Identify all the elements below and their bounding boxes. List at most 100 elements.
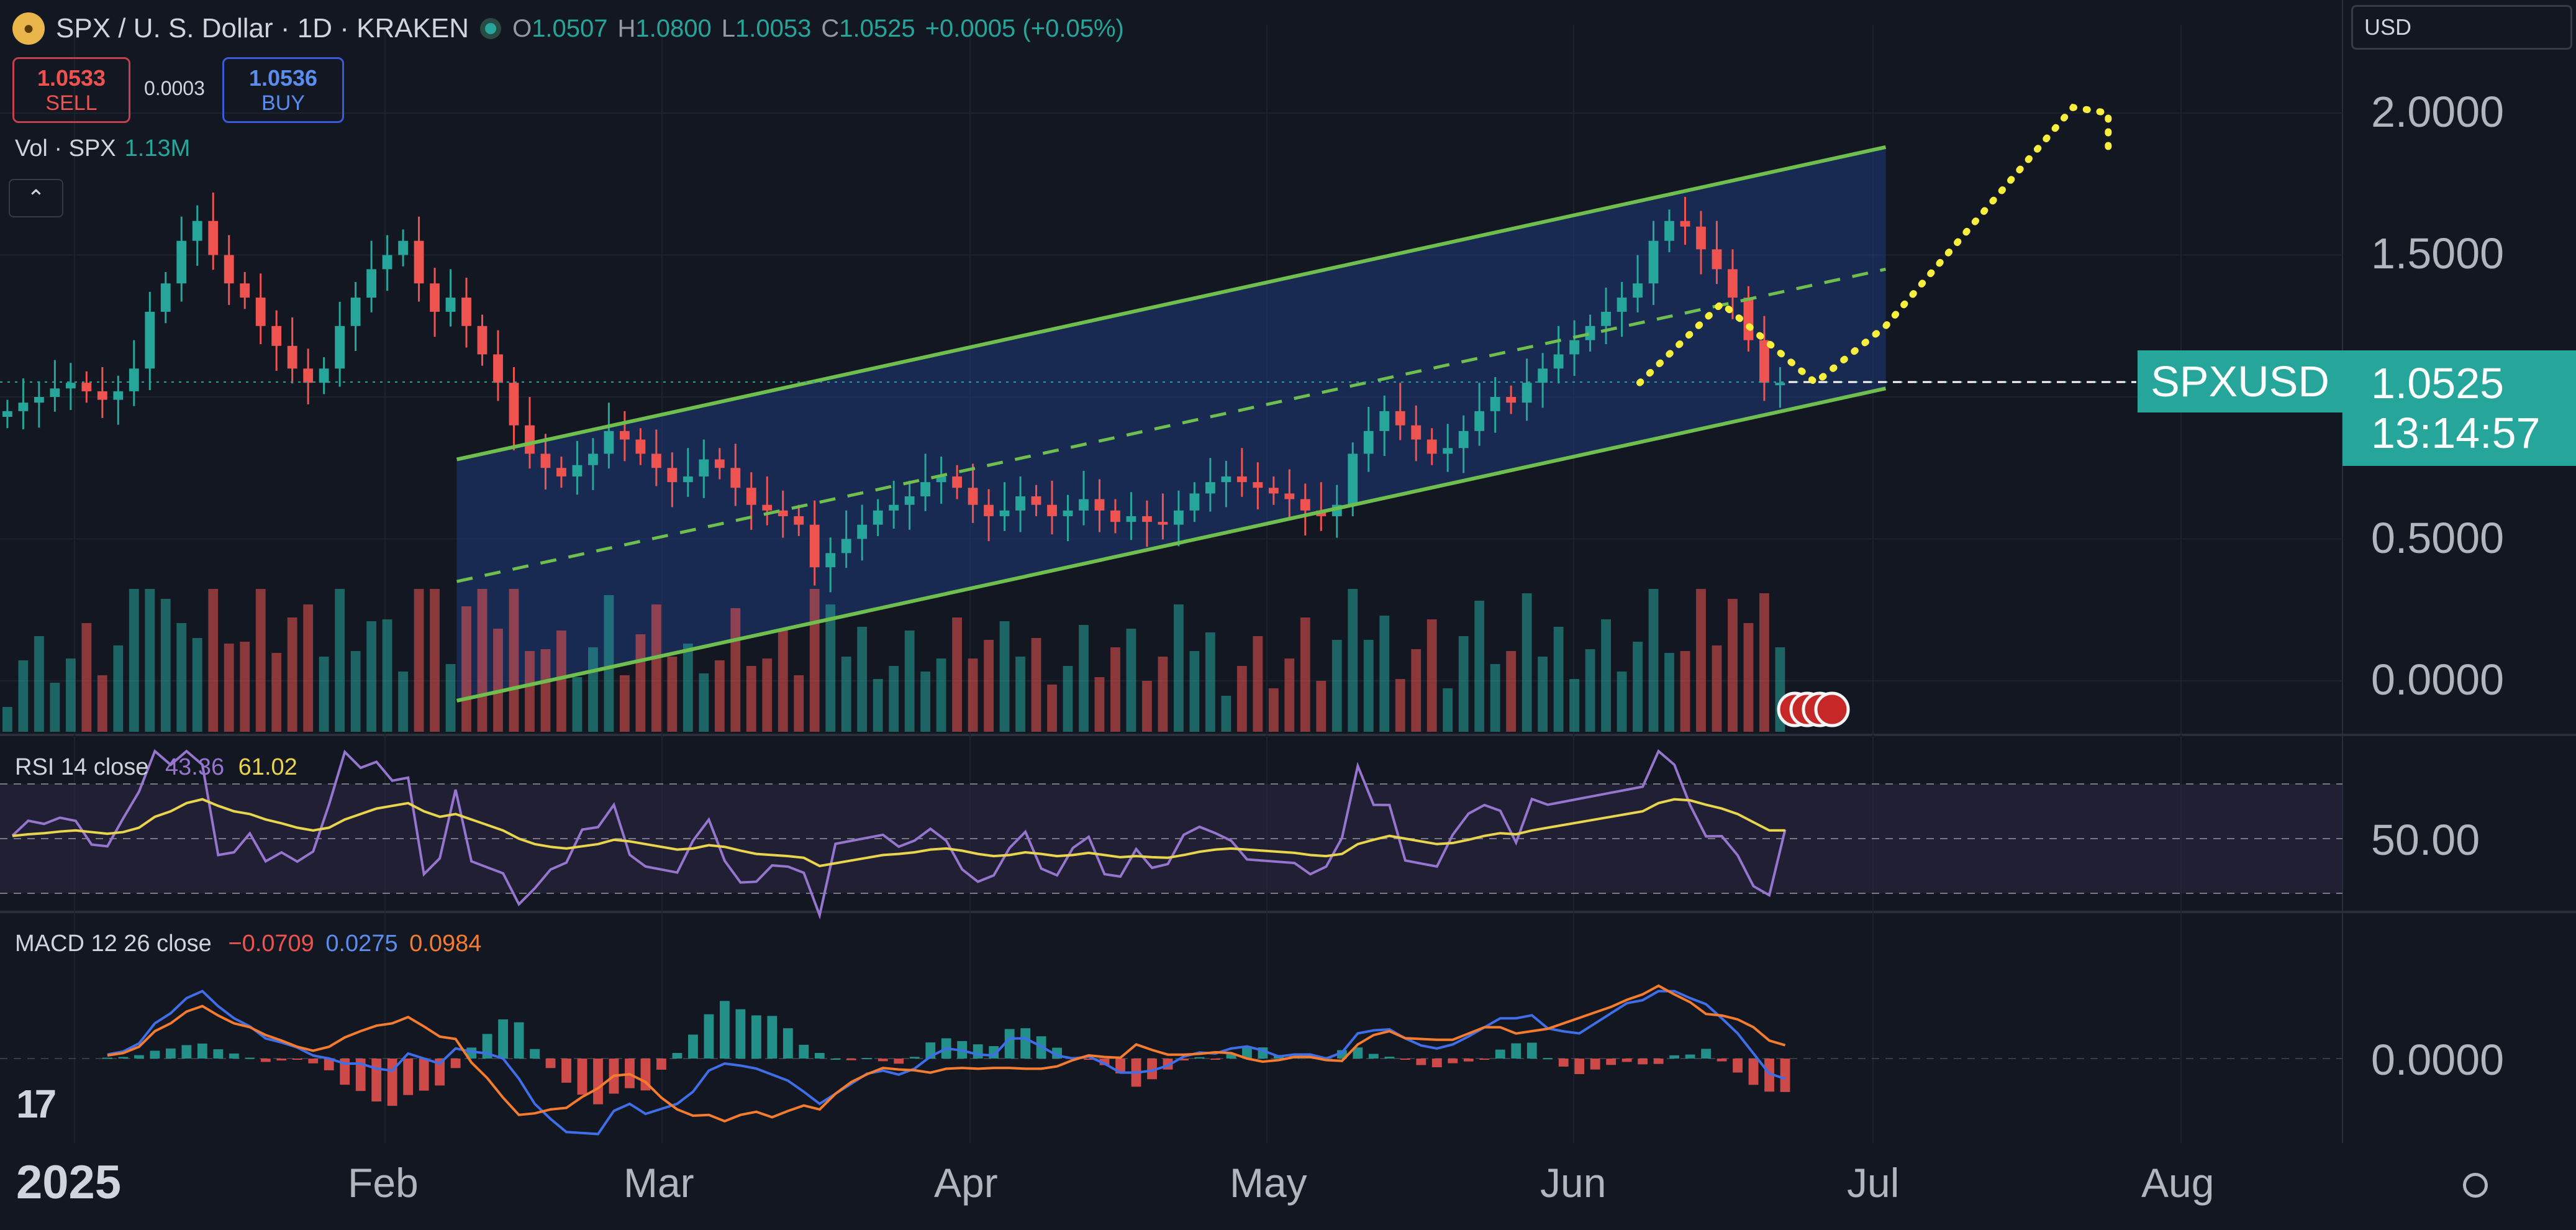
volume-bar: [1110, 647, 1120, 732]
volume-bar: [1458, 636, 1469, 732]
candle-body: [746, 488, 756, 505]
symbol-title[interactable]: SPX / U. S. Dollar · 1D · KRAKEN: [56, 13, 469, 43]
candle-body: [1712, 249, 1722, 270]
volume-bar: [1031, 638, 1041, 732]
macd-histogram-bar: [894, 1059, 904, 1064]
volume-bar: [1585, 649, 1595, 732]
volume-bar: [240, 642, 250, 732]
currency-select[interactable]: USD: [2351, 5, 2572, 50]
volume-bar: [509, 589, 519, 732]
volume-bar: [904, 631, 915, 732]
candle-body: [730, 468, 741, 488]
volume-bar: [398, 672, 408, 732]
candle-body: [683, 476, 693, 483]
candle-body: [335, 326, 345, 369]
candle-body: [192, 221, 202, 241]
macd-histogram-bar: [1717, 1059, 1727, 1062]
volume-bar: [1189, 651, 1200, 732]
candle-body: [873, 510, 883, 525]
candle-body: [81, 383, 92, 391]
volume-bar: [366, 621, 376, 732]
candle-body: [525, 425, 535, 454]
candle-body: [667, 468, 678, 483]
volume-bar: [382, 619, 392, 732]
candle-body: [1474, 411, 1485, 431]
volume-bar: [984, 640, 994, 732]
collapse-legend-button[interactable]: ⌃: [9, 179, 63, 217]
volume-bar: [1712, 645, 1722, 732]
candle-body: [1015, 496, 1025, 511]
macd-histogram-bar: [260, 1059, 271, 1062]
macd-histogram-bar: [450, 1059, 461, 1068]
volume-bar: [224, 644, 234, 732]
volume-bar: [208, 589, 219, 732]
candle-body: [1094, 499, 1105, 511]
macd-histogram-bar: [1099, 1059, 1110, 1065]
candle-body: [1728, 269, 1738, 298]
volume-bar: [588, 647, 598, 732]
volume-bar: [920, 672, 931, 732]
candle-body: [762, 504, 773, 511]
candle-body: [825, 553, 836, 568]
volume-bar: [1284, 658, 1295, 732]
volume-bar: [1079, 625, 1089, 732]
candle-body: [572, 465, 583, 476]
settings-gear-icon[interactable]: [2463, 1173, 2488, 1198]
candle-body: [1379, 411, 1390, 431]
volume-bar: [1158, 657, 1168, 732]
time-axis-month: Mar: [624, 1160, 694, 1206]
candle-body: [50, 388, 60, 397]
candle-body: [1664, 221, 1674, 241]
candle-body: [1079, 499, 1089, 511]
volume-bar: [192, 638, 202, 732]
volume-bar: [699, 673, 709, 732]
volume-bar: [335, 589, 345, 732]
macd-histogram-bar: [1179, 1059, 1189, 1061]
candle-body: [1284, 493, 1295, 499]
volume-bar: [746, 666, 756, 732]
time-axis-month: May: [1230, 1160, 1307, 1206]
volume-bar: [873, 679, 883, 732]
volume-bar: [145, 589, 155, 732]
market-status-icon: [480, 18, 502, 39]
candle-body: [920, 482, 931, 496]
volume-bar: [81, 623, 92, 732]
volume-bar: [968, 658, 978, 732]
macd-histogram-bar: [656, 1059, 666, 1070]
volume-bar: [129, 589, 139, 732]
candle-body: [556, 468, 566, 476]
candle-body: [1680, 221, 1690, 227]
volume-bar: [176, 623, 187, 732]
macd-histogram-bar: [514, 1022, 524, 1059]
candle-body: [1158, 522, 1168, 525]
volume-bar: [287, 617, 297, 732]
sell-button[interactable]: 1.0533 SELL: [12, 57, 130, 123]
macd-histogram-bar: [782, 1028, 793, 1059]
macd-histogram-bar: [181, 1045, 192, 1059]
volume-bar: [1379, 616, 1390, 732]
price-axis-label: 1.5000: [2371, 229, 2505, 278]
macd-histogram-bar: [1495, 1049, 1505, 1059]
macd-histogram-bar: [1733, 1059, 1743, 1073]
volume-bar: [1553, 627, 1564, 732]
volume-bar: [1063, 666, 1073, 732]
macd-histogram-bar: [1638, 1059, 1648, 1065]
macd-histogram-bar: [213, 1049, 224, 1059]
chevron-up-icon: ⌃: [26, 185, 46, 211]
volume-bar: [825, 604, 836, 732]
volume-bar: [651, 604, 661, 732]
macd-histogram-bar: [276, 1059, 287, 1061]
macd-histogram-bar: [1764, 1059, 1774, 1092]
buy-button[interactable]: 1.0536 BUY: [222, 57, 344, 123]
volume-bar: [1506, 651, 1517, 732]
candle-body: [1395, 411, 1405, 426]
macd-histogram-bar: [435, 1059, 445, 1086]
volume-bar: [1142, 681, 1152, 732]
macd-histogram-bar: [735, 1009, 746, 1059]
tradingview-logo-icon: 17: [16, 1082, 57, 1126]
macd-histogram-bar: [862, 1058, 873, 1060]
macd-histogram-bar: [1748, 1059, 1759, 1085]
volume-bar: [97, 675, 107, 732]
candle-body: [366, 269, 376, 298]
